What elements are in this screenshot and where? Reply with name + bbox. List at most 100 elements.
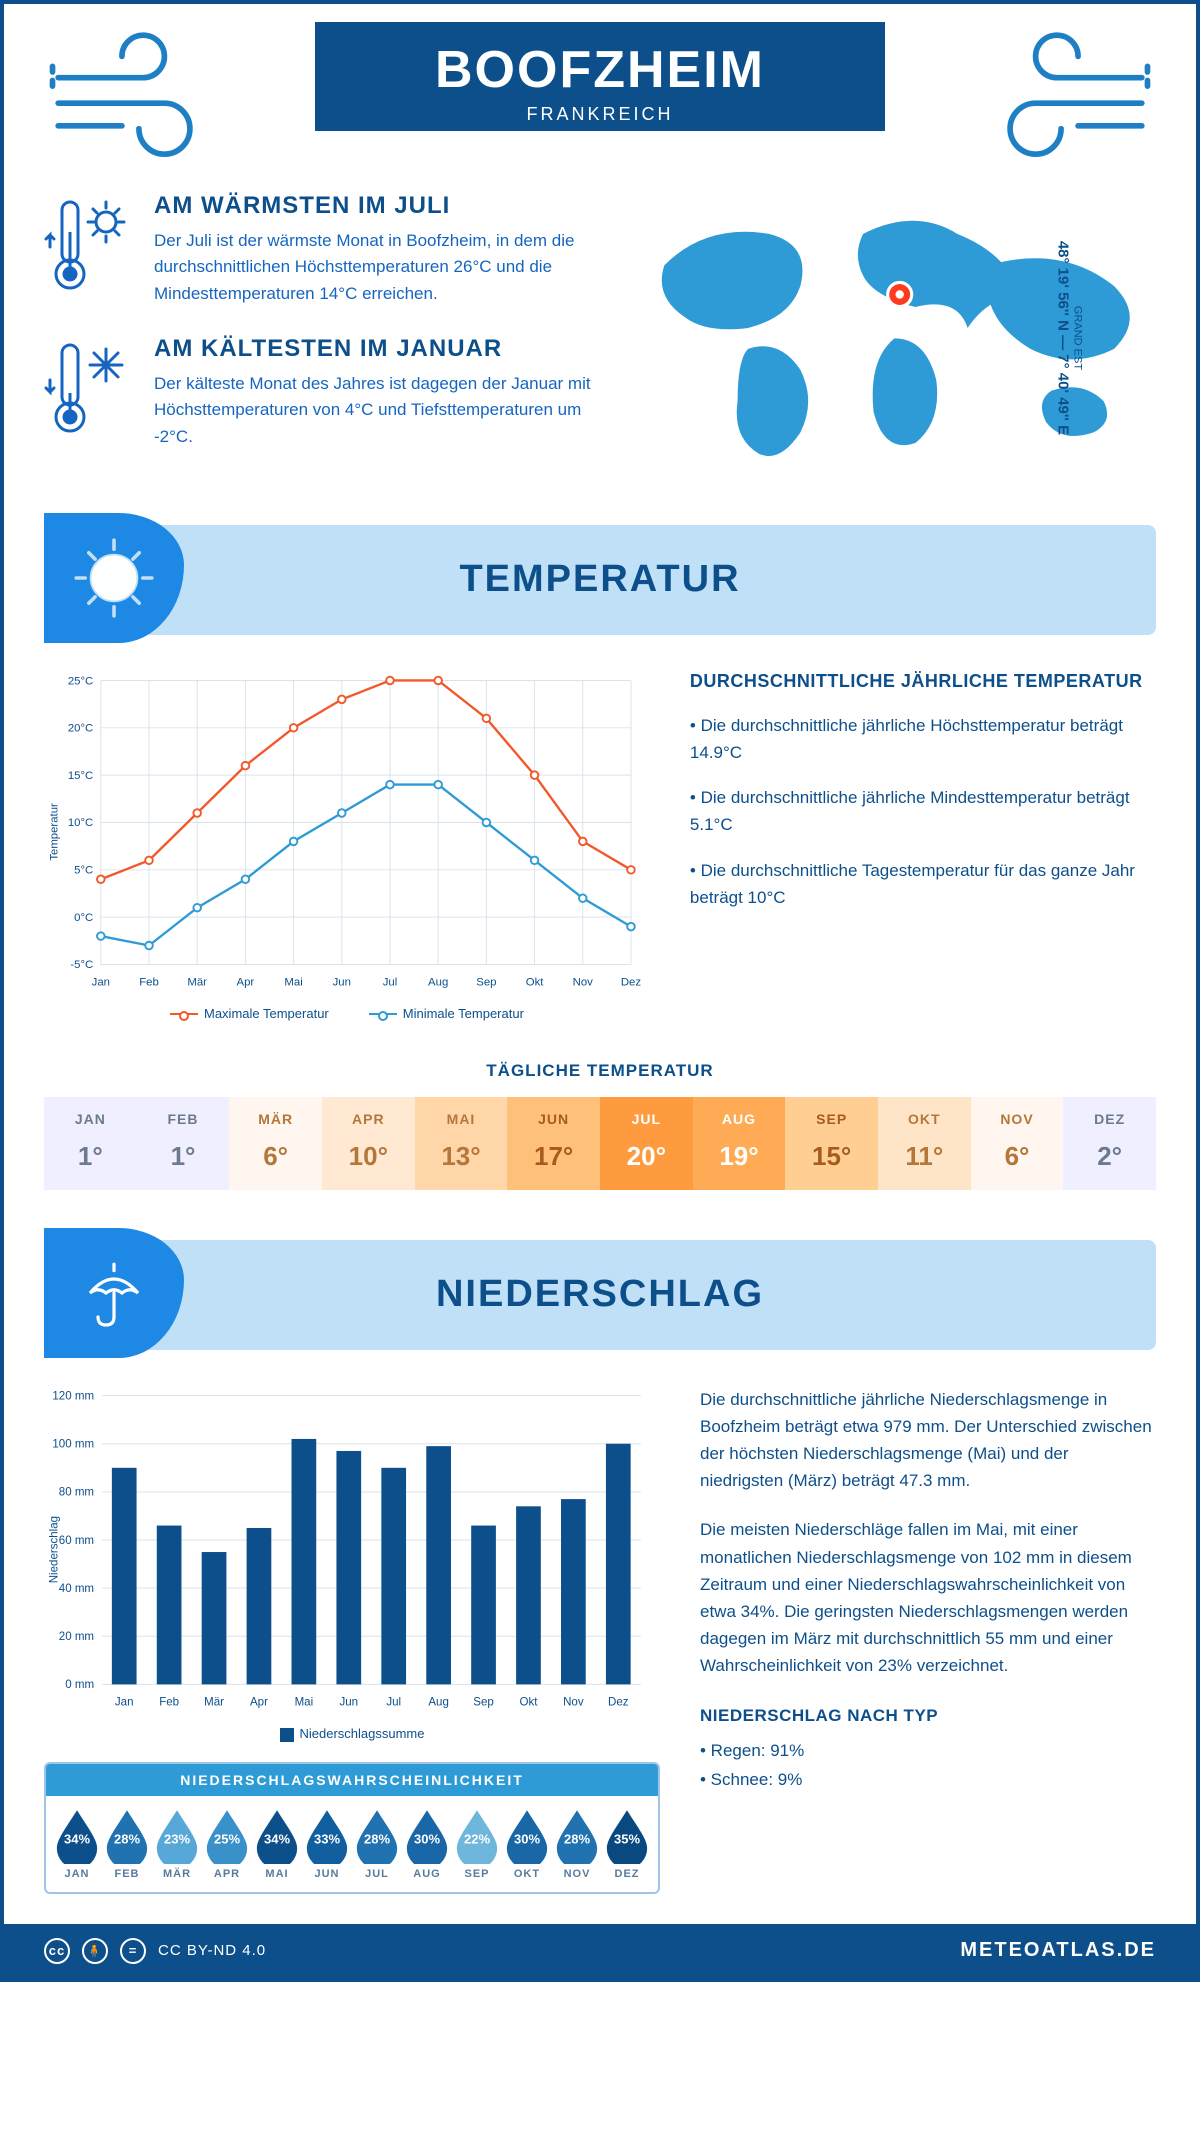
svg-text:Sep: Sep [473,1696,494,1708]
footer: cc 🧍 = CC BY-ND 4.0 METEOATLAS.DE [4,1924,1196,1978]
warmest-fact: AM WÄRMSTEN IM JULI Der Juli ist der wär… [44,192,593,307]
daily-temp-cell: SEP15° [785,1097,878,1190]
svg-text:Aug: Aug [428,1696,449,1708]
section-title-precip: NIEDERSCHLAG [184,1273,1156,1316]
precip-bar-chart: 0 mm 20 mm 40 mm 60 mm 80 mm 100 mm 120 mm Nied… [44,1386,660,1742]
precip-text-p1: Die durchschnittliche jährliche Niedersc… [700,1386,1156,1495]
svg-text:Jan: Jan [92,976,110,988]
svg-text:Mai: Mai [295,1696,314,1708]
svg-text:120 mm: 120 mm [52,1390,94,1402]
precip-prob-drop: 28%FEB [104,1808,150,1880]
precip-prob-drop: 22%SEP [454,1808,500,1880]
legend-max: Maximale Temperatur [204,1006,329,1021]
coldest-title: AM KÄLTESTEN IM JANUAR [154,335,593,363]
cc-icon: cc [44,1938,70,1964]
precip-prob-title: NIEDERSCHLAGSWAHRSCHEINLICHKEIT [46,1764,658,1796]
svg-text:Mär: Mär [204,1696,224,1708]
svg-text:Jul: Jul [383,976,398,988]
wind-icon-right [986,22,1156,162]
precip-text-p2: Die meisten Niederschläge fallen im Mai,… [700,1516,1156,1679]
svg-text:Apr: Apr [237,976,255,988]
precip-prob-drop: 33%JUN [304,1808,350,1880]
precip-probability-box: NIEDERSCHLAGSWAHRSCHEINLICHKEIT 34%JAN28… [44,1762,660,1894]
country-subtitle: FRANKREICH [435,104,765,125]
umbrella-icon [44,1228,184,1358]
precip-prob-drop: 25%APR [204,1808,250,1880]
daily-temp-title: TÄGLICHE TEMPERATUR [44,1061,1156,1081]
daily-temp-cell: DEZ2° [1063,1097,1156,1190]
warmest-text: Der Juli ist der wärmste Monat in Boofzh… [154,228,593,307]
daily-temp-cell: MAI13° [415,1097,508,1190]
section-title-temperature: TEMPERATUR [184,558,1156,601]
svg-text:Nov: Nov [573,976,594,988]
svg-text:20 mm: 20 mm [59,1631,94,1643]
warmest-title: AM WÄRMSTEN IM JULI [154,192,593,220]
daily-temp-cell: JAN1° [44,1097,137,1190]
svg-text:5°C: 5°C [74,864,93,876]
temp-text-b1: • Die durchschnittliche jährliche Höchst… [690,712,1156,766]
svg-text:Mai: Mai [284,976,302,988]
legend-precip: Niederschlagssumme [300,1726,425,1741]
svg-text:Jul: Jul [386,1696,401,1708]
precip-prob-drop: 28%NOV [554,1808,600,1880]
world-map: GRAND EST 48° 19' 56'' N — 7° 40' 49'' E [633,192,1156,485]
svg-text:Mär: Mär [187,976,207,988]
daily-temp-cell: FEB1° [137,1097,230,1190]
svg-text:Feb: Feb [139,976,159,988]
svg-text:60 mm: 60 mm [59,1535,94,1547]
by-icon: 🧍 [82,1938,108,1964]
daily-temp-cell: JUN17° [507,1097,600,1190]
city-title: BOOFZHEIM [435,40,765,100]
nd-icon: = [120,1938,146,1964]
precip-type-b2: • Schnee: 9% [700,1766,1156,1793]
legend-min: Minimale Temperatur [403,1006,524,1021]
daily-temp-cell: OKT11° [878,1097,971,1190]
svg-text:Niederschlag: Niederschlag [48,1516,60,1583]
svg-text:40 mm: 40 mm [59,1583,94,1595]
precip-type-b1: • Regen: 91% [700,1737,1156,1764]
svg-text:-5°C: -5°C [70,959,93,971]
svg-text:25°C: 25°C [68,675,93,687]
title-ribbon: BOOFZHEIM FRANKREICH [315,22,885,131]
daily-temp-cell: MÄR6° [229,1097,322,1190]
precip-prob-drop: 23%MÄR [154,1808,200,1880]
svg-text:Feb: Feb [159,1696,179,1708]
daily-temp-cell: APR10° [322,1097,415,1190]
precip-prob-drop: 30%OKT [504,1808,550,1880]
svg-text:Temperatur: Temperatur [48,803,60,861]
svg-text:80 mm: 80 mm [59,1486,94,1498]
svg-text:100 mm: 100 mm [52,1438,94,1450]
svg-text:Okt: Okt [526,976,545,988]
thermometer-sun-icon [44,192,134,307]
svg-text:15°C: 15°C [68,770,93,782]
svg-text:Dez: Dez [621,976,642,988]
coldest-text: Der kälteste Monat des Jahres ist dagege… [154,371,593,450]
section-banner-precip: NIEDERSCHLAG [44,1240,1156,1350]
coldest-fact: AM KÄLTESTEN IM JANUAR Der kälteste Mona… [44,335,593,450]
section-banner-temperature: TEMPERATUR [44,525,1156,635]
svg-text:Jun: Jun [333,976,351,988]
temperature-line-chart: -5°C 0°C 5°C 10°C 15°C 20°C 25°C Jan Feb Mär Apr Ma… [44,671,650,1021]
daily-temp-cell: NOV6° [971,1097,1064,1190]
svg-text:20°C: 20°C [68,722,93,734]
precip-prob-drop: 28%JUL [354,1808,400,1880]
svg-text:Aug: Aug [428,976,448,988]
svg-text:Apr: Apr [250,1696,268,1708]
header: BOOFZHEIM FRANKREICH [44,22,1156,162]
precip-prob-drop: 30%AUG [404,1808,450,1880]
license: cc 🧍 = CC BY-ND 4.0 [44,1938,266,1964]
svg-text:Nov: Nov [563,1696,584,1708]
precip-type-heading: NIEDERSCHLAG NACH TYP [700,1702,1156,1729]
temp-text-b2: • Die durchschnittliche jährliche Mindes… [690,784,1156,838]
temp-text-b3: • Die durchschnittliche Tagestemperatur … [690,857,1156,911]
svg-text:0°C: 0°C [74,912,93,924]
svg-text:10°C: 10°C [68,817,93,829]
brand: METEOATLAS.DE [960,1939,1156,1962]
thermometer-snow-icon [44,335,134,450]
svg-text:Okt: Okt [519,1696,538,1708]
svg-text:0 mm: 0 mm [65,1679,94,1691]
svg-text:Dez: Dez [608,1696,629,1708]
daily-temp-cell: JUL20° [600,1097,693,1190]
svg-text:Jan: Jan [115,1696,134,1708]
wind-icon-left [44,22,214,162]
